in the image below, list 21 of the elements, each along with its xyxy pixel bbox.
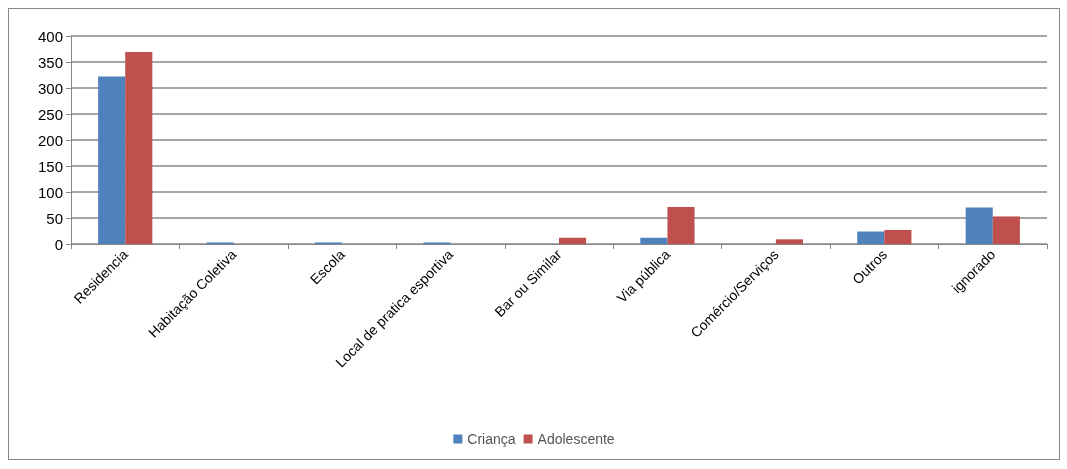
y-tick-label: 350 [37,53,63,71]
y-tick-label: 200 [37,131,63,149]
bar [559,237,587,244]
legend-label: Criança [467,431,516,447]
bar [857,231,885,244]
bar [640,237,668,244]
bar [125,52,153,244]
bar [667,207,695,244]
legend-label: Adolescente [537,431,615,447]
bar [98,76,126,244]
bar [884,229,912,244]
y-tick-label: 50 [46,209,63,227]
y-tick-label: 250 [37,105,63,123]
y-tick-label: 400 [37,27,63,45]
y-tick-label: 150 [37,157,63,175]
y-tick-label: 100 [37,183,63,201]
bar [992,216,1020,244]
y-tick-label: 300 [37,79,63,97]
bar [775,239,803,244]
bar [965,207,993,244]
y-tick-label: 0 [54,235,63,253]
